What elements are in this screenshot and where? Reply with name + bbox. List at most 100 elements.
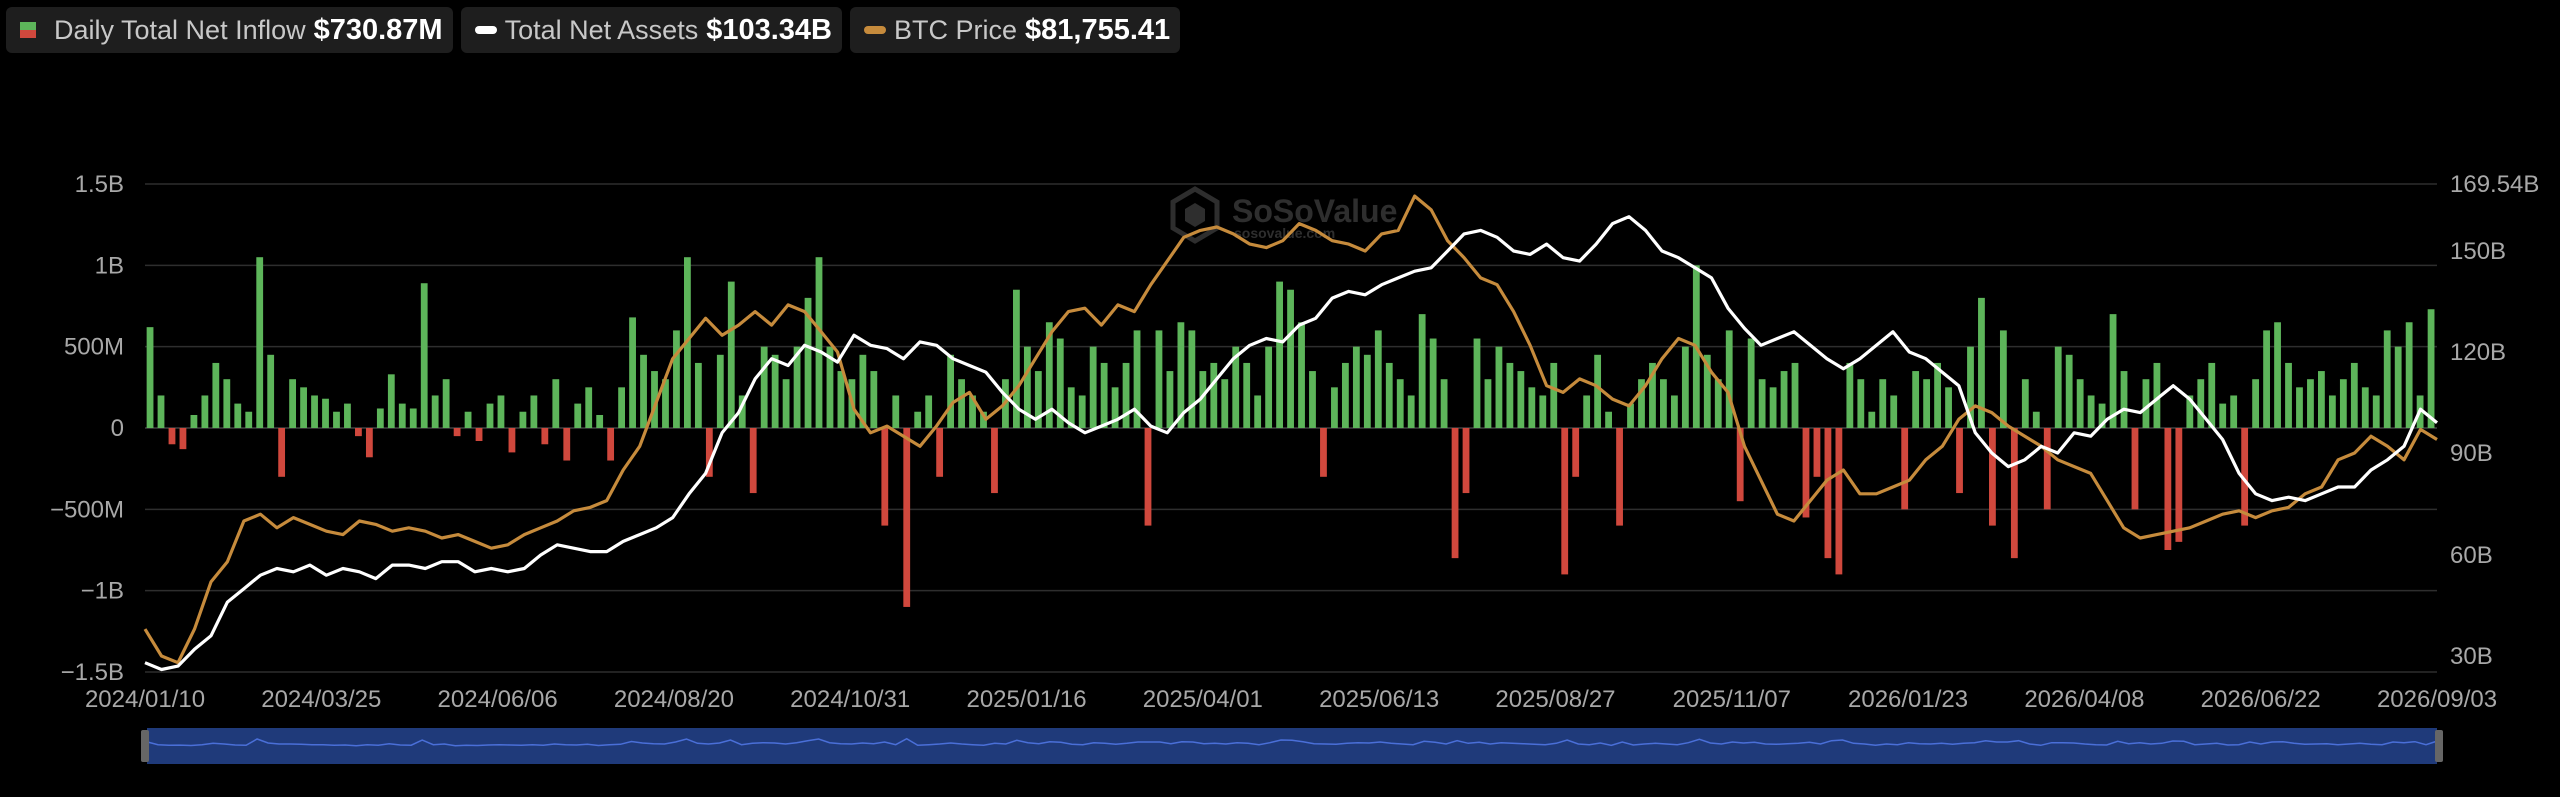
inflow-bar xyxy=(2208,362,2216,428)
inflow-bar xyxy=(475,428,483,442)
inflow-bar xyxy=(168,428,176,445)
inflow-bar xyxy=(1122,362,1130,428)
inflow-bar xyxy=(1385,362,1393,428)
inflow-bar xyxy=(1670,395,1678,428)
inflow-bar xyxy=(1824,428,1832,559)
inflow-bar xyxy=(1605,411,1612,428)
inflow-bar xyxy=(2361,387,2369,428)
inflow-bar xyxy=(1177,322,1185,428)
inflow-bar xyxy=(1495,346,1503,428)
inflow-bar xyxy=(1374,330,1382,428)
inflow-bar xyxy=(892,395,900,428)
inflow-bar xyxy=(1791,362,1799,428)
inflow-bar xyxy=(355,428,362,437)
inflow-bar xyxy=(464,411,472,428)
inflow-bar xyxy=(1166,371,1174,428)
inflow-bar xyxy=(563,428,571,461)
inflow-bar xyxy=(1528,387,1536,428)
legend-label: Total Net Assets xyxy=(504,14,699,45)
inflow-bar xyxy=(1287,289,1294,428)
x-tick-label: 2025/11/07 xyxy=(1673,686,1791,713)
inflow-bar xyxy=(2186,395,2194,428)
inflow-bar xyxy=(2372,395,2380,428)
y-right-tick-label: 60B xyxy=(2450,542,2493,569)
inflow-bar xyxy=(1484,379,1492,428)
y-left-tick-label: −1B xyxy=(81,578,124,605)
inflow-bar xyxy=(914,411,922,428)
inflow-bar xyxy=(2230,395,2238,428)
inflow-bar xyxy=(607,428,615,461)
inflow-bar xyxy=(1023,346,1031,428)
inflow-bar xyxy=(815,257,823,428)
inflow-bar xyxy=(1473,338,1481,428)
sosovalue-logo-icon xyxy=(1170,186,1220,244)
inflow-bar xyxy=(1638,379,1645,428)
x-tick-label: 2025/06/13 xyxy=(1319,686,1439,713)
inflow-bar xyxy=(1714,379,1722,428)
inflow-bar xyxy=(782,379,790,428)
inflow-swatch-icon xyxy=(20,22,36,38)
inflow-bar xyxy=(2087,395,2095,428)
inflow-bar xyxy=(2263,330,2270,428)
inflow-bar xyxy=(640,354,647,428)
inflow-bar xyxy=(760,346,768,428)
x-tick-label: 2024/10/31 xyxy=(790,686,910,713)
inflow-bar xyxy=(2021,379,2029,428)
inflow-bar xyxy=(333,411,340,428)
inflow-bar xyxy=(716,354,724,428)
inflow-bar xyxy=(1089,346,1097,428)
inflow-bar xyxy=(2010,428,2018,559)
inflow-bar xyxy=(2328,395,2336,428)
btc-price-swatch-icon xyxy=(863,26,886,34)
range-navigator[interactable] xyxy=(141,728,2443,764)
legend-item-btc-price[interactable]: BTC Price $81,755.41 xyxy=(849,7,1181,53)
inflow-bar xyxy=(793,346,801,428)
y-left-tick-label: 1.5B xyxy=(75,171,124,198)
inflow-bar xyxy=(936,428,944,477)
inflow-bar xyxy=(179,428,187,450)
inflow-bar xyxy=(1616,428,1623,526)
inflow-bar xyxy=(947,354,954,428)
legend-item-total-net-assets[interactable]: Total Net Assets $103.34B xyxy=(460,7,842,53)
inflow-bar xyxy=(1660,379,1667,428)
inflow-bar xyxy=(1999,330,2007,428)
net-assets-swatch-icon xyxy=(474,26,497,34)
inflow-bar xyxy=(2131,428,2139,510)
inflow-bar xyxy=(1561,428,1569,575)
inflow-bar xyxy=(190,414,198,428)
y-left-tick-label: 500M xyxy=(64,334,124,361)
inflow-bar xyxy=(1111,387,1119,428)
navigator-handle-left[interactable] xyxy=(141,730,149,762)
legend-item-daily-net-inflow[interactable]: Daily Total Net Inflow $730.87M xyxy=(6,7,453,53)
inflow-bar xyxy=(870,371,878,428)
inflow-bar xyxy=(1956,428,1963,494)
series-lines xyxy=(143,194,2439,672)
inflow-bar xyxy=(1923,379,1931,428)
inflow-bar xyxy=(1440,379,1448,428)
inflow-bar xyxy=(2098,403,2106,428)
inflow-bar xyxy=(980,411,987,428)
navigator-handle-right[interactable] xyxy=(2435,730,2443,762)
inflow-bar xyxy=(618,387,625,428)
inflow-bar xyxy=(1056,338,1064,428)
inflow-bar xyxy=(1352,346,1360,428)
inflow-bar xyxy=(2197,379,2205,428)
y-right-tick-label: 90B xyxy=(2450,440,2493,467)
inflow-bar xyxy=(738,395,746,428)
inflow-bar xyxy=(1221,379,1229,428)
inflow-bar xyxy=(958,379,965,428)
navigator-range[interactable] xyxy=(147,728,2437,764)
inflow-bars xyxy=(146,257,2435,607)
inflow-bar xyxy=(749,428,757,494)
inflow-bar xyxy=(1451,428,1459,559)
inflow-bar xyxy=(826,346,834,428)
inflow-bar xyxy=(1188,330,1196,428)
inflow-bar xyxy=(1649,362,1656,428)
y-axis-left: 1.5B 1B 500M 0 −500M −1B −1.5B xyxy=(50,171,124,686)
inflow-bar xyxy=(530,395,538,428)
inflow-bar xyxy=(1418,314,1426,428)
inflow-bar xyxy=(969,395,976,428)
legend-label: BTC Price xyxy=(893,14,1018,45)
inflow-bar xyxy=(1813,428,1821,477)
